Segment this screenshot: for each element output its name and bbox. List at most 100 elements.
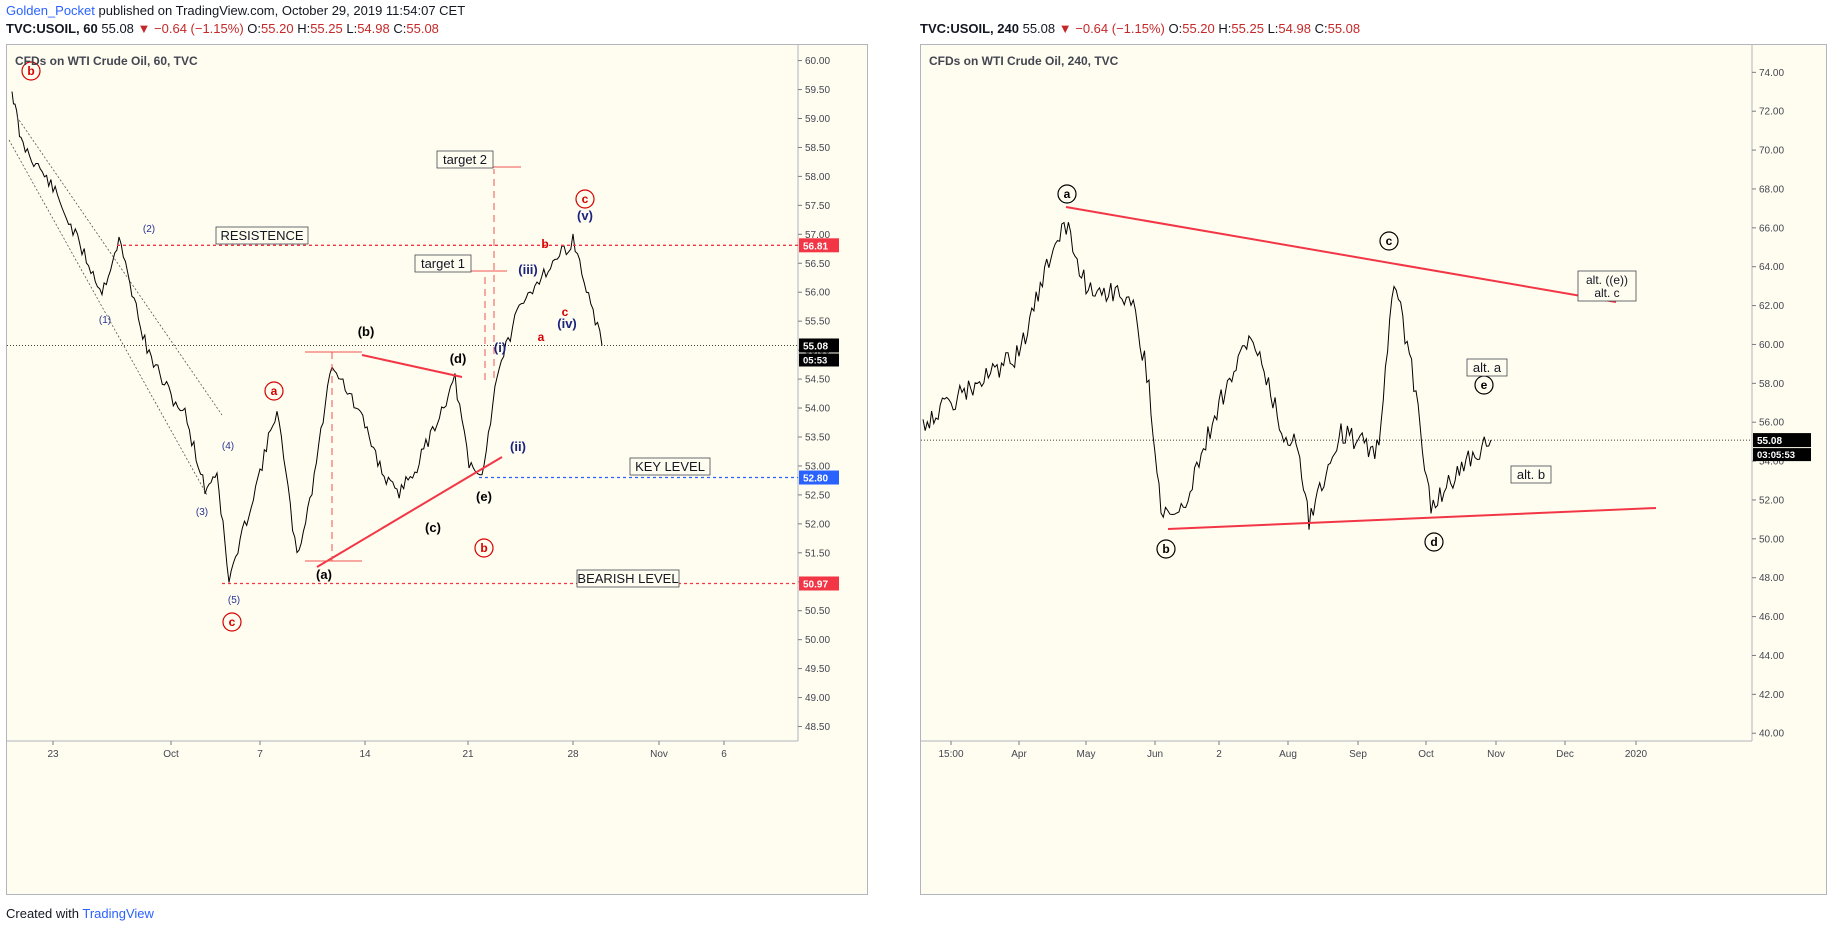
- y-tick-label: 60.00: [805, 56, 830, 67]
- triangle-upper-line: [361, 354, 463, 378]
- wave-d-paren: (d): [450, 351, 467, 366]
- wave-2: (2): [143, 224, 155, 235]
- y-tick-label: 42.00: [1759, 690, 1784, 701]
- wave-b-circle: b: [480, 541, 487, 555]
- wave-b-top-circle: [21, 61, 41, 81]
- target-2-label-box: [436, 150, 494, 169]
- y-tick-label: 59.50: [805, 85, 830, 96]
- y-tick-label: 54.00: [805, 404, 830, 415]
- created-with-text: Created with: [6, 906, 79, 921]
- wave-b-top: b: [27, 64, 34, 78]
- change-value-right: ▼ −0.64 (−1.15%): [1058, 21, 1165, 36]
- wave-iv: (iv): [557, 316, 577, 331]
- y-tick-label: 55.50: [805, 317, 830, 328]
- triangle-lower-line: [1167, 507, 1657, 530]
- wave-a-circle: [264, 381, 284, 401]
- alt-a-label-box: [1466, 358, 1508, 377]
- wave-c-circle: [1379, 231, 1399, 251]
- level-tag-0: 56.81: [803, 241, 828, 252]
- x-tick-label: Oct: [1418, 749, 1434, 760]
- wave-b: b: [1162, 542, 1169, 556]
- wave-v: (v): [577, 208, 593, 223]
- x-tick-label: Aug: [1279, 749, 1297, 760]
- y-tick-label: 60.00: [1759, 340, 1784, 351]
- y-tick-label: 44.00: [1759, 651, 1784, 662]
- last-price-tag-bg: [1753, 433, 1811, 448]
- publish-line: Golden_Pocket published on TradingView.c…: [6, 3, 465, 18]
- y-tick-label: 57.50: [805, 201, 830, 212]
- chart-panel-60[interactable]: 60.00 59.50 59.00 58.50 58.00 57.50 57.00 56.50…: [6, 44, 868, 895]
- alt-e-label: alt. ((e)): [1586, 273, 1628, 287]
- triangle-upper-line: [1065, 206, 1617, 303]
- x-tick-label: 2020: [1625, 749, 1648, 760]
- y-tick-label: 62.00: [1759, 301, 1784, 312]
- y-tick-label: 52.00: [1759, 495, 1784, 506]
- y-tick-label: 50.00: [1759, 534, 1784, 545]
- y-tick-label: 66.00: [1759, 223, 1784, 234]
- wave-c-low-circle: [222, 612, 242, 632]
- x-tick-label: 23: [47, 749, 59, 760]
- y-tick-label: 58.50: [805, 143, 830, 154]
- y-tick-label: 53.00: [805, 461, 830, 472]
- change-value: ▼ −0.64 (−1.15%): [137, 21, 244, 36]
- target-1-label: target 1: [421, 256, 465, 271]
- chart-title-240: CFDs on WTI Crude Oil, 240, TVC: [929, 54, 1119, 68]
- x-tick-label: 15:00: [938, 749, 963, 760]
- y-tick-label: 51.50: [805, 548, 830, 559]
- y-tick-label: 54.00: [1759, 457, 1784, 468]
- footer: Created with TradingView: [6, 906, 154, 921]
- y-tick-label: 52.50: [805, 490, 830, 501]
- x-tick-label: Apr: [1011, 749, 1027, 760]
- wave-i: (i): [494, 340, 506, 355]
- published-text: published on TradingView.com, October 29…: [98, 3, 466, 18]
- y-tick-label: 48.50: [805, 722, 830, 733]
- wave-d-circle: [1424, 532, 1444, 552]
- last-price-tag: 55.08: [1757, 436, 1782, 447]
- last-price-right: 55.08: [1022, 21, 1056, 36]
- last-price: 55.08: [101, 21, 134, 36]
- chart-panel-240[interactable]: 74.00 72.00 70.00 68.00 66.00 64.00 62.00 60.00…: [920, 44, 1827, 895]
- chart-svg-60: 60.00 59.50 59.00 58.50 58.00 57.50 57.00 56.50…: [7, 45, 839, 760]
- x-tick-label: 28: [567, 749, 579, 760]
- y-tick-label: 53.50: [805, 432, 830, 443]
- y-tick-label: 64.00: [1759, 262, 1784, 273]
- y-tick-label: 58.00: [1759, 379, 1784, 390]
- wave-iii: (iii): [518, 262, 538, 277]
- x-tick-label: Nov: [650, 749, 668, 760]
- y-tick-label: 49.50: [805, 664, 830, 675]
- y-tick-label: 52.00: [805, 519, 830, 530]
- x-tick-label: Dec: [1556, 749, 1574, 760]
- level-label-0: RESISTENCE: [220, 228, 303, 243]
- countdown-tag-bg: [799, 353, 839, 367]
- x-tick-label: 14: [359, 749, 371, 760]
- triangle-lower-line: [316, 456, 503, 568]
- countdown-tag: 05:53: [803, 355, 827, 366]
- y-tick-label: 50.00: [805, 635, 830, 646]
- wave-d: d: [1430, 535, 1437, 549]
- alt-c-label: alt. c: [1594, 286, 1619, 300]
- symbol-name-right: TVC:USOIL, 240: [920, 21, 1019, 36]
- level-label-1-box: [629, 457, 711, 476]
- author-link[interactable]: Golden_Pocket: [6, 3, 95, 18]
- countdown-tag: 03:05:53: [1757, 450, 1795, 461]
- symbol-name: TVC:USOIL, 60: [6, 21, 98, 36]
- wave-small-a: a: [538, 330, 545, 344]
- y-tick-label: 58.00: [805, 172, 830, 183]
- y-tick-label: 40.00: [1759, 729, 1784, 740]
- wave-c-paren: (c): [425, 520, 441, 535]
- x-tick-label: 2: [1216, 749, 1222, 760]
- x-tick-label: 6: [721, 749, 727, 760]
- countdown-tag-bg: [1753, 448, 1811, 462]
- x-tick-label: May: [1077, 749, 1096, 760]
- x-tick-label: Oct: [163, 749, 179, 760]
- y-tick-label: 74.00: [1759, 68, 1784, 79]
- level-label-2-box: [576, 569, 680, 588]
- wave-4: (4): [222, 441, 234, 452]
- level-tag-1: 52.80: [803, 474, 828, 485]
- tradingview-logo[interactable]: TradingView: [82, 906, 154, 921]
- wave-3: (3): [196, 507, 208, 518]
- level-label-1: KEY LEVEL: [635, 459, 705, 474]
- y-tick-label: 56.00: [805, 288, 830, 299]
- level-label-2: BEARISH LEVEL: [577, 571, 678, 586]
- level-tag-bg-0: [799, 238, 839, 253]
